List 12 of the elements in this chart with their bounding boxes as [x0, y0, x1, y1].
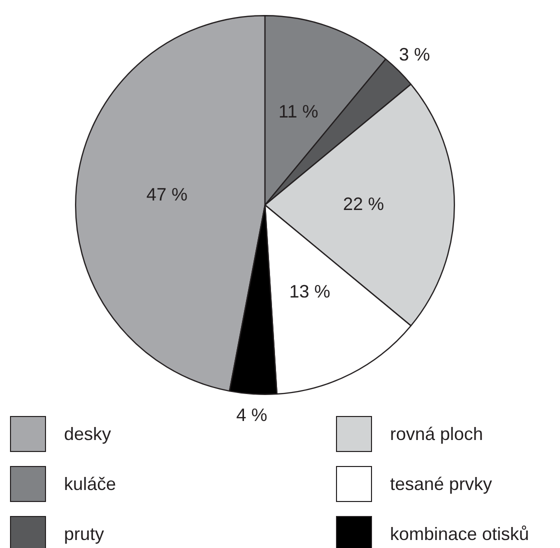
data-label: 13 %	[289, 282, 330, 302]
data-label: 11 %	[278, 101, 318, 122]
legend-label: kombinace otisků	[390, 524, 530, 544]
data-label: 4 %	[236, 404, 268, 425]
data-label: 47 %	[146, 184, 188, 205]
legend-label: kuláče	[64, 474, 116, 494]
data-label: 3 %	[398, 44, 430, 64]
legend-label: rovná ploch	[390, 424, 484, 444]
data-label: 22 %	[342, 194, 384, 214]
legend-label: desky	[64, 424, 112, 444]
legend-label: pruty	[64, 524, 104, 544]
legend-label: tesané prvky	[390, 474, 492, 494]
